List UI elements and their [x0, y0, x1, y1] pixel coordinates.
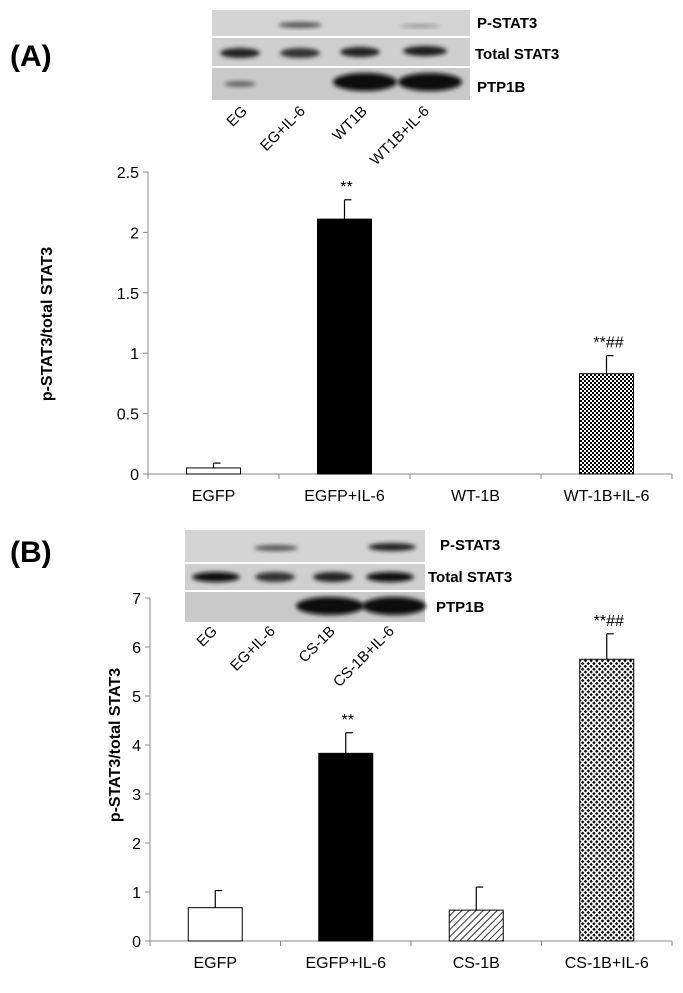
- x-tick-label: EGFP: [192, 488, 236, 505]
- blot-a-band: [340, 47, 380, 57]
- blot-b-band: [313, 572, 353, 582]
- x-tick-label: CS-1B: [453, 955, 500, 972]
- panel-label-b: (B): [10, 536, 52, 569]
- y-tick-label: 5: [132, 689, 141, 706]
- y-tick-label: 1.5: [117, 286, 139, 303]
- chart-a: 0 0.5 1 1.5 2 2.5 EGFP ** EGFP+IL-6 WT-1B **## WT-1…: [117, 165, 673, 505]
- blot-a-lane-label: WT1B+IL-6: [367, 103, 433, 169]
- y-tick-label: 1: [132, 885, 141, 902]
- bar: [317, 218, 372, 475]
- x-tick-label: EGFP+IL-6: [304, 488, 385, 505]
- blot-b-label-total-stat3: Total STAT3: [428, 569, 512, 586]
- blot-a-band: [224, 81, 256, 87]
- y-tick-label: 2: [130, 225, 139, 242]
- y-tick-label: 1: [130, 346, 139, 363]
- panel-label-a: (A): [10, 40, 52, 73]
- x-tick-label: EGFP+IL-6: [306, 955, 387, 972]
- blot-a-band: [398, 73, 462, 91]
- y-tick-label: 0: [132, 934, 141, 951]
- blot-a-band: [333, 73, 397, 91]
- chart-b-ylabel: p-STAT3/total STAT3: [107, 668, 124, 822]
- significance-label: **##: [593, 335, 623, 352]
- significance-label: **: [342, 712, 354, 729]
- y-tick-label: 7: [132, 591, 141, 608]
- y-tick-label: 3: [132, 787, 141, 804]
- blot-a-label-pstat3: P-STAT3: [477, 15, 537, 32]
- blot-a-strip-pstat3: [212, 10, 470, 36]
- bar: [187, 907, 243, 942]
- blot-b-band: [368, 543, 416, 551]
- blot-a-band: [400, 24, 440, 28]
- blot-b-band: [296, 597, 364, 615]
- y-tick-label: 0: [130, 467, 139, 484]
- blot-b-label-ptp1b: PTP1B: [436, 599, 485, 616]
- blot-a-band: [280, 48, 320, 58]
- blot-b-band: [255, 572, 295, 582]
- y-tick-label: 4: [132, 738, 141, 755]
- blot-a-lane-label: EG: [223, 103, 250, 130]
- blot-a-label-ptp1b: PTP1B: [477, 79, 526, 96]
- bar: [448, 909, 504, 942]
- blot-b-band: [254, 545, 298, 551]
- blot-b-lane-label: EG: [193, 623, 220, 650]
- western-blot-a: P-STAT3 Total STAT3 PTP1B EG EG+IL-6 WT1…: [212, 10, 559, 169]
- x-tick-label: CS-1B+IL-6: [565, 955, 649, 972]
- blot-b-band: [366, 572, 414, 582]
- blot-a-label-total-stat3: Total STAT3: [475, 46, 559, 63]
- chart-b: 0 1 2 3 4 5 6 7 EGFP ** EGFP+IL-6 CS-1B **## CS-1B+IL…: [132, 591, 673, 972]
- bar: [579, 373, 634, 475]
- blot-b-label-pstat3: P-STAT3: [440, 537, 500, 554]
- blot-b-lane-label: EG+IL-6: [227, 623, 279, 675]
- bar: [186, 467, 241, 475]
- bar: [579, 658, 635, 942]
- blot-a-lane-label: WT1B: [329, 103, 370, 144]
- western-blot-b: P-STAT3 Total STAT3 PTP1B EG EG+IL-6 CS-…: [185, 530, 512, 691]
- x-tick-label: EGFP: [193, 955, 237, 972]
- y-tick-label: 2.5: [117, 165, 139, 182]
- significance-label: **##: [594, 613, 624, 630]
- y-tick-label: 6: [132, 640, 141, 657]
- blot-a-band: [403, 46, 447, 56]
- blot-b-lane-label: CS-1B+IL-6: [330, 623, 398, 691]
- blot-b-band: [192, 572, 240, 582]
- y-tick-label: 0.5: [117, 407, 139, 424]
- blot-a-band: [220, 48, 260, 58]
- x-tick-label: WT-1B: [451, 488, 500, 505]
- blot-a-band: [278, 22, 322, 28]
- chart-a-ylabel: p-STAT3/total STAT3: [39, 247, 56, 401]
- blot-a-lane-label: EG+IL-6: [257, 103, 309, 155]
- blot-b-band: [362, 597, 426, 615]
- x-tick-label: WT-1B+IL-6: [564, 488, 650, 505]
- y-tick-label: 2: [132, 836, 141, 853]
- significance-label: **: [340, 179, 352, 196]
- blot-b-lane-label: CS-1B: [296, 623, 339, 666]
- bar: [318, 752, 374, 942]
